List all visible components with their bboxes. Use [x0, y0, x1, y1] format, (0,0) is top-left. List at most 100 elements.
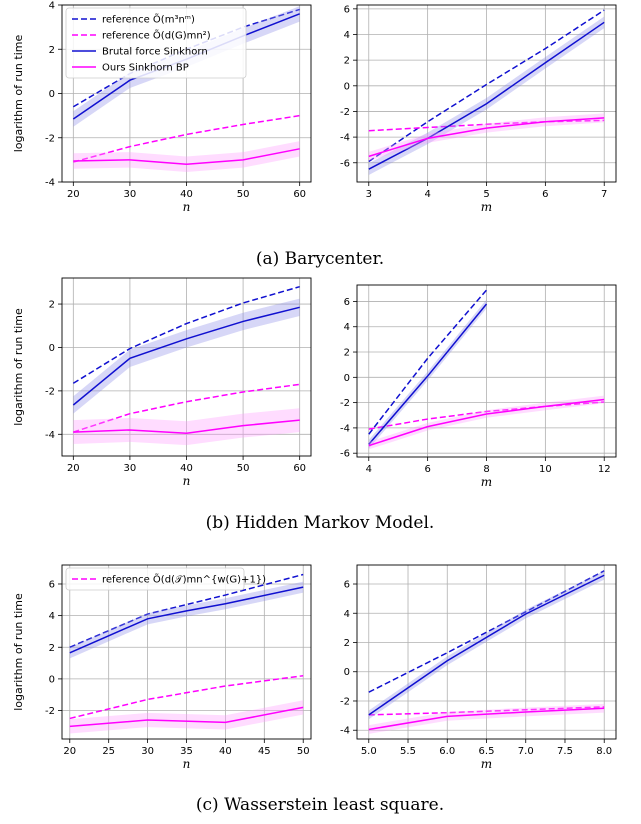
legend-label: reference Õ(d(G)mn²)	[102, 29, 211, 42]
x-tick-label: 8	[483, 464, 489, 475]
legend-label: Brutal force Sinkhorn	[102, 47, 208, 58]
x-tick-label: 10	[539, 464, 552, 475]
legend-label: reference Õ(d(𝒯)mn^{w(G)+1})	[102, 573, 266, 586]
y-tick-label: 0	[344, 81, 350, 92]
confidence-band	[368, 395, 605, 450]
series-line-dashed-blue	[368, 9, 605, 163]
y-tick-label: 4	[49, 1, 55, 12]
x-axis-label: n	[183, 200, 191, 214]
chart-hmm-n: 20 30 40 50 60 -4 -2 0 2 n logarithm of run time	[12, 277, 312, 488]
x-tick-label: 6.0	[439, 746, 455, 757]
confidence-band	[69, 581, 304, 659]
x-tick-label: 60	[293, 189, 306, 200]
y-tick-label: -2	[340, 398, 350, 409]
x-tick-label: 4	[424, 189, 430, 200]
confidence-band	[368, 299, 487, 449]
series-line-solid-magenta	[73, 148, 300, 166]
x-tick-label: 7.0	[518, 746, 534, 757]
chart-barycenter-m: 3 4 5 6 7 -6 -4 -2 0 2 4 6 m	[340, 4, 617, 214]
confidence-band	[73, 408, 300, 446]
x-tick-label: 6	[542, 189, 548, 200]
y-tick-label: 0	[49, 89, 55, 100]
x-axis-label: m	[481, 475, 492, 489]
y-tick-label: -2	[340, 107, 350, 118]
x-tick-label: 6.5	[479, 746, 495, 757]
x-tick-label: 6	[424, 464, 430, 475]
x-tick-label: 40	[180, 189, 193, 200]
series-line-solid-magenta	[368, 398, 605, 447]
series-line-dashed-magenta	[368, 401, 605, 430]
confidence-band	[368, 16, 605, 175]
x-tick-label: 7.5	[557, 746, 573, 757]
y-tick-label: -6	[340, 449, 350, 460]
x-axis-label: m	[481, 200, 492, 214]
y-axis-label: logarithm of run time	[12, 593, 25, 711]
y-tick-label: 2	[49, 643, 55, 654]
x-tick-label: 20	[67, 463, 80, 474]
y-tick-label: -2	[45, 133, 55, 144]
series-line-solid-blue	[368, 21, 605, 170]
y-tick-label: 2	[344, 638, 350, 649]
x-tick-label: 20	[67, 189, 80, 200]
confidence-band	[69, 700, 304, 734]
series-line-dashed-blue	[72, 285, 300, 384]
y-tick-label: 4	[344, 609, 350, 620]
y-tick-label: 4	[344, 322, 350, 333]
series-line-solid-magenta	[368, 117, 605, 158]
x-tick-label: 30	[124, 463, 137, 474]
caption-b: (b) Hidden Markov Model.	[206, 513, 435, 533]
x-tick-label: 25	[102, 746, 115, 757]
y-tick-label: 0	[344, 667, 350, 678]
y-tick-label: -2	[45, 386, 55, 397]
legend	[65, 7, 247, 79]
x-tick-label: 7	[601, 189, 607, 200]
x-tick-label: 40	[219, 746, 232, 757]
series-line-solid-magenta	[368, 707, 605, 731]
x-tick-label: 45	[258, 746, 271, 757]
y-tick-label: 0	[49, 343, 55, 354]
y-tick-label: 0	[344, 373, 350, 384]
y-axis-label: logarithm of run time	[12, 35, 25, 153]
y-tick-label: -6	[340, 158, 350, 169]
x-tick-label: 5.0	[361, 746, 377, 757]
y-tick-label: 6	[49, 579, 55, 590]
x-tick-label: 50	[237, 189, 250, 200]
series-line-dashed-magenta	[69, 674, 304, 720]
legend	[65, 567, 245, 591]
series-line-solid-blue	[368, 574, 605, 716]
x-tick-label: 8.0	[596, 746, 612, 757]
x-tick-label: 5.5	[400, 746, 416, 757]
x-axis-label: n	[183, 474, 191, 488]
series-line-dashed-magenta	[368, 119, 605, 132]
y-tick-label: 6	[344, 4, 350, 15]
series-line-dashed-blue	[368, 289, 488, 435]
y-tick-label: 4	[49, 611, 55, 622]
y-tick-label: -4	[45, 178, 55, 189]
legend-label: reference Õ(m³nᵐ)	[102, 13, 195, 26]
confidence-band	[368, 570, 605, 720]
y-tick-label: -4	[340, 423, 350, 434]
y-tick-label: 0	[49, 674, 55, 685]
y-tick-label: -2	[45, 706, 55, 717]
x-tick-label: 4	[366, 464, 372, 475]
y-tick-label: 6	[344, 580, 350, 591]
caption-a: (a) Barycenter.	[256, 249, 384, 269]
y-tick-label: 2	[344, 348, 350, 359]
x-tick-label: 50	[237, 463, 250, 474]
x-tick-label: 12	[598, 464, 611, 475]
y-tick-label: -4	[340, 133, 350, 144]
x-tick-label: 5	[483, 189, 489, 200]
y-tick-label: 2	[49, 300, 55, 311]
y-tick-label: 2	[49, 45, 55, 56]
y-axis-label: logarithm of run time	[12, 308, 25, 426]
series-line-dashed-magenta	[73, 114, 300, 163]
series-line-dashed-blue	[368, 570, 605, 693]
x-tick-label: 50	[297, 746, 310, 757]
y-tick-label: -4	[45, 430, 55, 441]
chart-wls-m: 5.0 5.5 6.0 6.5 7.0 7.5 8.0 -4 -2 0 2 4 6 m	[340, 564, 617, 771]
series-line-solid-blue	[72, 306, 300, 406]
chart-barycenter-n: 20 30 40 50 60 -4 -2 0 2 4 n logarithm of run time r…	[12, 1, 312, 214]
x-tick-label: 40	[180, 463, 193, 474]
x-axis-label: n	[183, 757, 191, 771]
